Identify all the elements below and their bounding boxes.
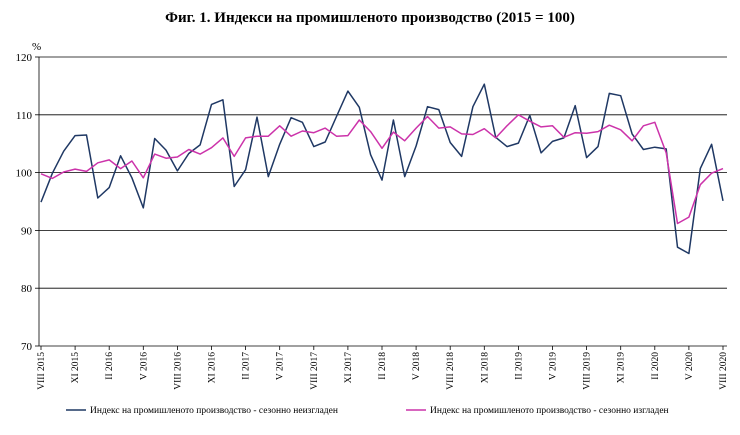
- y-tick-label: 80: [21, 283, 33, 295]
- x-tick-label: V 2019: [549, 352, 559, 380]
- x-tick-label: II 2019: [514, 352, 524, 380]
- x-tick-label: VIII 2015: [37, 352, 47, 390]
- gridlines: [39, 56, 727, 347]
- x-tick-label: VIII 2020: [719, 352, 729, 390]
- x-tick-label: II 2016: [105, 352, 115, 380]
- legend-label-2: Индекс на промишленото производство - се…: [430, 406, 669, 416]
- x-tick-label: VIII 2017: [310, 352, 320, 390]
- x-tick-label: XI 2019: [617, 352, 627, 384]
- series-line-2: [40, 114, 724, 225]
- y-axis-label: %: [32, 41, 41, 53]
- x-tick-label: VIII 2019: [583, 352, 593, 390]
- legend-label-1: Индекс на промишленото производство - се…: [90, 406, 338, 416]
- y-axis-ticks: 70 80 90 100 110 120: [16, 52, 39, 353]
- y-tick-label: 120: [16, 52, 33, 64]
- x-tick-label: V 2020: [685, 352, 695, 380]
- x-axis-ticks: VIII 2015 XI 2015 II 2016 V 2016 VIII 2016 XI…: [37, 346, 729, 390]
- x-tick-label: VIII 2016: [173, 352, 183, 390]
- series-line-1: [40, 83, 724, 255]
- x-tick-label: XI 2017: [344, 352, 354, 384]
- x-tick-label: XI 2015: [71, 352, 81, 384]
- chart-title: Фиг. 1. Индекси на промишленото производ…: [165, 10, 575, 26]
- x-tick-label: VIII 2018: [446, 352, 456, 390]
- x-tick-label: V 2016: [139, 352, 149, 380]
- x-tick-label: V 2017: [276, 352, 286, 380]
- x-tick-label: II 2017: [242, 352, 252, 380]
- y-tick-label: 90: [21, 225, 33, 237]
- x-tick-label: XI 2016: [208, 352, 218, 384]
- y-tick-label: 100: [16, 168, 33, 180]
- x-tick-label: V 2018: [412, 352, 422, 380]
- legend: Индекс на промишленото производство - се…: [66, 406, 669, 416]
- series-lines: [40, 83, 724, 255]
- x-tick-label: XI 2018: [480, 352, 490, 384]
- y-tick-label: 70: [21, 341, 33, 353]
- y-tick-label: 110: [16, 110, 33, 122]
- x-tick-label: II 2020: [651, 352, 661, 380]
- x-tick-label: II 2018: [378, 352, 388, 380]
